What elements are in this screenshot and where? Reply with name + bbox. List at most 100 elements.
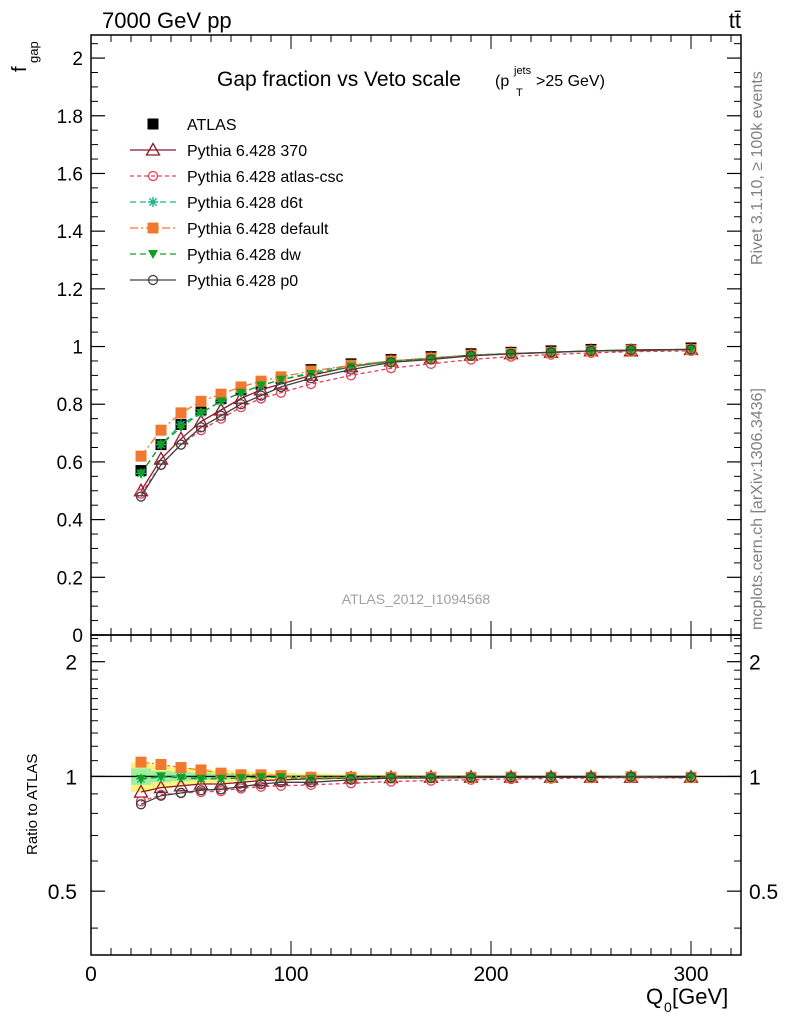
ratio-series-point — [153, 779, 169, 794]
legend-label: Pythia 6.428 default — [187, 221, 329, 238]
main-series-point — [195, 425, 207, 436]
ratio-series-point — [236, 774, 246, 784]
main-series-point — [236, 388, 246, 398]
ratio-series-point — [155, 790, 167, 801]
main-series-point — [136, 469, 146, 479]
ratio-series-point — [136, 774, 146, 784]
main-series-point — [275, 387, 287, 398]
chart-title-cut-sub: T — [516, 87, 523, 99]
xlabel-base: Q — [646, 984, 663, 1009]
main-series-point — [625, 344, 637, 356]
main-ylabel: f — [9, 66, 31, 72]
main-series-point — [256, 381, 266, 391]
ratio-series-point — [255, 778, 267, 790]
ratio-ytick-label-right: 2 — [749, 652, 761, 675]
chart-title-cut-tail: >25 GeV) — [536, 73, 605, 90]
main-series-point — [135, 488, 147, 499]
ratio-ytick-label-left: 0.5 — [48, 881, 77, 904]
mcplots-reference-label: mcplots.cern.ch [arXiv:1306.3436] — [749, 388, 766, 630]
ratio-plot-frame — [90, 634, 742, 956]
xtick-label: 0 — [85, 963, 97, 986]
main-plot-panel: 0 0.2 0.4 0.6 0.8 1 1.2 1.4 1.6 1.8 2 ATLAS_2012_I… — [9, 34, 742, 647]
ratio-series-point — [256, 773, 266, 783]
ratio-series-point — [215, 784, 227, 795]
chart-title-cut-base: (p — [495, 73, 509, 90]
main-ylabel-base: f — [9, 66, 31, 72]
main-series-point — [385, 357, 397, 368]
ratio-series-point — [193, 776, 209, 790]
chart-title-main: Gap fraction vs Veto scale — [217, 68, 461, 91]
ratio-series-point — [345, 774, 357, 785]
main-ytick-label: 0.8 — [57, 395, 83, 416]
xtick-label: 100 — [273, 963, 308, 986]
legend-label: Pythia 6.428 370 — [187, 143, 307, 160]
main-ytick-label: 1.6 — [57, 164, 83, 185]
ratio-series-point — [135, 756, 147, 768]
ratio-series-point — [306, 774, 316, 784]
legend-marker — [145, 142, 161, 156]
main-series-point — [585, 345, 597, 357]
legend-label: Pythia 6.428 p0 — [187, 273, 298, 290]
legend-entry: Pythia 6.428 370 — [130, 142, 307, 160]
legend-entry: ATLAS — [147, 117, 237, 134]
main-ytick-label: 0.2 — [57, 568, 83, 589]
ratio-series-point — [195, 764, 207, 776]
main-series-point — [276, 375, 286, 385]
main-ytick-label: 2 — [72, 49, 83, 70]
rivet-version-label: Rivet 3.1.10, ≥ 100k events — [749, 71, 766, 265]
ratio-series-point — [175, 787, 187, 799]
main-series-point — [255, 375, 267, 387]
main-series-point — [586, 347, 596, 357]
ratio-ytick-label-left: 2 — [65, 652, 77, 675]
main-series-6 — [135, 344, 697, 502]
legend-label: ATLAS — [187, 117, 237, 134]
main-series-point — [195, 422, 207, 433]
main-series-point — [685, 344, 697, 355]
ratio-series-point — [175, 762, 187, 774]
ratio-series-line — [140, 777, 692, 803]
main-series-point — [255, 390, 267, 401]
main-ytick-label: 1.4 — [57, 222, 84, 243]
ratio-series-point — [505, 772, 517, 783]
xlabel: Q — [646, 984, 663, 1009]
legend-entry: Pythia 6.428 atlas-csc — [130, 169, 344, 186]
ratio-series-point — [385, 772, 397, 784]
main-series-point — [193, 413, 209, 428]
ratio-series-line — [140, 776, 692, 805]
ratio-series-point — [545, 772, 557, 783]
ratio-plot-axes: 0.5 0.5 1 1 2 2 0 100 200 300 — [48, 635, 778, 986]
ratio-series-point — [135, 796, 147, 807]
main-ytick-label: 0 — [72, 626, 83, 647]
main-series-point — [156, 440, 166, 450]
main-series-point — [155, 424, 167, 436]
main-ytick-label: 0.4 — [57, 511, 84, 532]
ratio-series-point — [196, 774, 206, 784]
legend-marker — [147, 170, 159, 182]
main-series-point — [545, 347, 557, 358]
chart-title: Gap fraction vs Veto scale — [217, 68, 461, 91]
main-series-point — [135, 491, 147, 502]
main-series-point — [305, 373, 317, 384]
main-series-point — [235, 399, 247, 410]
legend-marker — [148, 197, 158, 207]
ratio-series-point — [625, 771, 637, 782]
ratio-plot-data — [91, 756, 741, 810]
ratio-ytick-label-right: 1 — [749, 766, 761, 789]
legend-label: Pythia 6.428 dw — [187, 247, 301, 264]
xlabel-tail: [GeV] — [672, 984, 728, 1009]
main-series-point — [196, 408, 206, 418]
ratio-ytick-label-left: 1 — [65, 766, 77, 789]
main-series-point — [345, 364, 357, 375]
legend-label: Pythia 6.428 d6t — [187, 195, 303, 212]
main-ytick-label: 1 — [72, 338, 83, 359]
legend-entry: Pythia 6.428 dw — [130, 247, 301, 264]
main-series-point — [215, 410, 227, 421]
ratio-series-point — [155, 758, 167, 770]
main-ytick-label: 1.8 — [57, 107, 83, 128]
main-series-point — [195, 395, 207, 407]
ratio-ylabel: Ratio to ATLAS — [24, 754, 41, 855]
main-watermark: ATLAS_2012_I1094568 — [342, 591, 491, 607]
main-ytick-label: 1.2 — [57, 280, 83, 301]
main-series-point — [215, 388, 227, 400]
ratio-series-point — [176, 774, 186, 784]
